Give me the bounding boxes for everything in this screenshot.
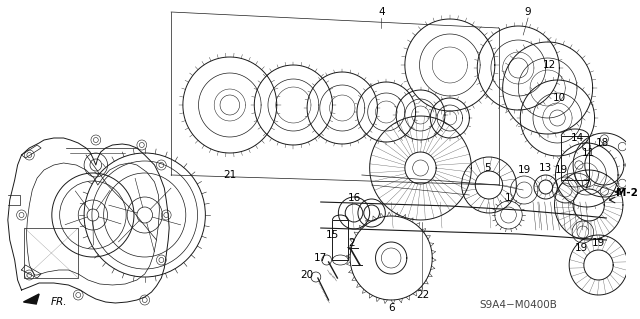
Text: 19: 19 — [555, 165, 568, 175]
Text: 15: 15 — [326, 230, 339, 240]
Text: 1: 1 — [505, 193, 512, 203]
Text: 13: 13 — [539, 163, 552, 173]
Text: 4: 4 — [378, 7, 385, 17]
Text: 19: 19 — [518, 165, 531, 175]
Text: 19: 19 — [592, 238, 605, 248]
Bar — [24, 228, 78, 278]
Text: 7: 7 — [584, 180, 590, 190]
Bar — [561, 136, 589, 180]
Text: 17: 17 — [314, 253, 328, 263]
Text: 11: 11 — [582, 148, 595, 158]
Text: M-2: M-2 — [616, 188, 638, 198]
Text: 16: 16 — [348, 193, 360, 203]
Text: 21: 21 — [223, 170, 236, 180]
Text: 12: 12 — [543, 60, 556, 70]
Text: 9: 9 — [525, 7, 531, 17]
Text: 20: 20 — [301, 270, 314, 280]
Text: 5: 5 — [484, 163, 490, 173]
Text: 2: 2 — [349, 238, 355, 248]
Text: 6: 6 — [388, 303, 394, 313]
Text: 22: 22 — [416, 290, 429, 300]
Text: 19: 19 — [575, 243, 589, 253]
Text: FR.: FR. — [51, 297, 67, 307]
Text: 10: 10 — [553, 93, 566, 103]
Text: 14: 14 — [570, 133, 584, 143]
Text: 18: 18 — [596, 138, 609, 148]
Text: S9A4−M0400B: S9A4−M0400B — [479, 300, 557, 310]
Bar — [333, 220, 348, 260]
Polygon shape — [24, 294, 39, 304]
